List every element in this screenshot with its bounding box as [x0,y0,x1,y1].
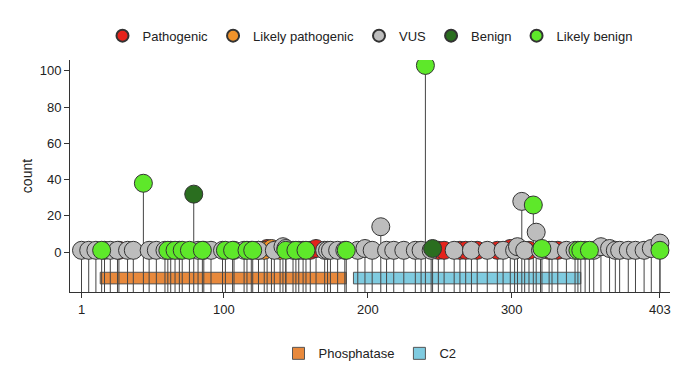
svg-text:Likely benign: Likely benign [557,29,633,44]
svg-text:count: count [19,159,35,193]
svg-text:0: 0 [54,245,61,260]
svg-text:Benign: Benign [471,29,511,44]
svg-text:C2: C2 [439,346,456,361]
svg-text:Pathogenic: Pathogenic [143,29,209,44]
svg-text:300: 300 [501,302,523,317]
svg-text:100: 100 [40,63,62,78]
svg-text:1: 1 [78,302,85,317]
svg-text:60: 60 [47,136,61,151]
svg-text:80: 80 [47,100,61,115]
svg-text:200: 200 [357,302,379,317]
svg-text:20: 20 [47,208,61,223]
svg-text:40: 40 [47,172,61,187]
svg-text:100: 100 [213,302,235,317]
svg-text:403: 403 [649,302,671,317]
svg-text:Likely pathogenic: Likely pathogenic [253,29,354,44]
svg-text:Phosphatase: Phosphatase [319,346,395,361]
svg-text:VUS: VUS [399,29,426,44]
